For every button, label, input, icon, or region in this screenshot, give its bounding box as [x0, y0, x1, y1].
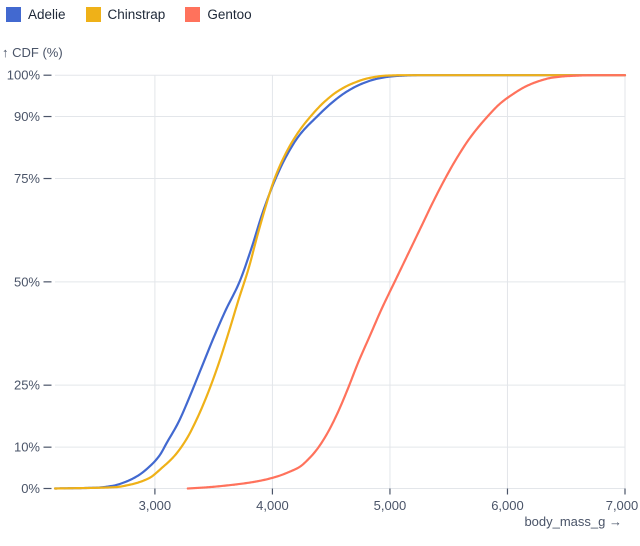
legend-label-chinstrap: Chinstrap	[107, 7, 166, 22]
x-axis-title: body_mass_g →	[524, 514, 622, 529]
y-tick-label: 10%	[14, 440, 40, 455]
y-axis-title: ↑ CDF (%)	[2, 45, 63, 60]
series-line-gentoo	[186, 74, 627, 490]
y-tick-label: 25%	[14, 378, 40, 393]
x-tick-label: 6,000	[491, 498, 524, 513]
x-tick-label: 7,000	[606, 498, 639, 513]
legend-swatch-adelie-icon	[6, 7, 21, 22]
y-tick-label: 90%	[14, 109, 40, 124]
x-tick-label: 3,000	[139, 498, 172, 513]
legend-item-adelie: Adelie	[6, 7, 66, 22]
legend-item-chinstrap: Chinstrap	[85, 7, 166, 22]
legend-label-adelie: Adelie	[28, 7, 66, 22]
y-tick-label: 50%	[14, 274, 40, 289]
y-tick-label: 75%	[14, 171, 40, 186]
y-tick-label: 0%	[21, 481, 40, 496]
x-tick-label: 4,000	[256, 498, 289, 513]
y-tick-label: 100%	[7, 68, 41, 83]
series-line-chinstrap	[53, 74, 627, 490]
x-tick-label: 5,000	[374, 498, 407, 513]
legend-item-gentoo: Gentoo	[185, 7, 252, 22]
legend-swatch-chinstrap-icon	[85, 7, 101, 22]
legend-label-gentoo: Gentoo	[207, 7, 252, 22]
legend-swatch-gentoo-icon	[185, 7, 201, 22]
legend: Adelie Chinstrap Gentoo	[6, 7, 252, 22]
